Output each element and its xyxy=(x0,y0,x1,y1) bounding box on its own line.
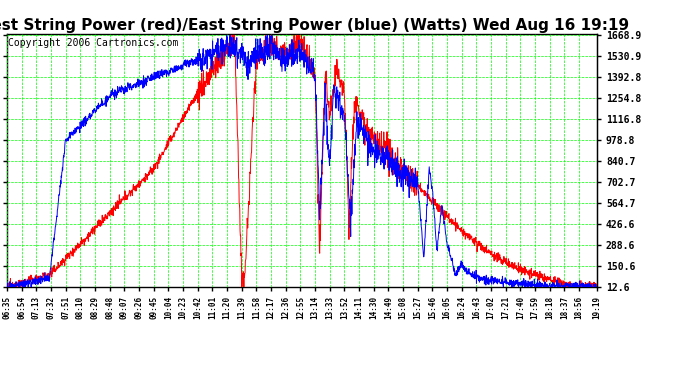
Title: West String Power (red)/East String Power (blue) (Watts) Wed Aug 16 19:19: West String Power (red)/East String Powe… xyxy=(0,18,629,33)
Text: Copyright 2006 Cartronics.com: Copyright 2006 Cartronics.com xyxy=(8,38,179,48)
